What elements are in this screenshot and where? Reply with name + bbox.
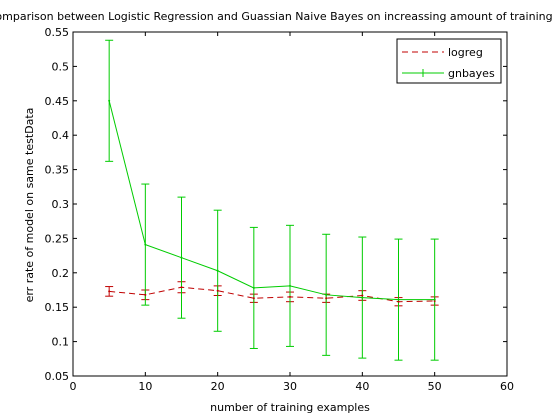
x-tick-label-30: 30 [283, 380, 297, 393]
legend: logreg gnbayes [396, 38, 502, 84]
data-point-logreg-20 [216, 289, 219, 292]
series-line-gnbayes [108, 100, 435, 301]
y-tick-label-0.2: 0.2 [52, 267, 70, 280]
x-axis-label: number of training examples [210, 401, 370, 414]
x-tick-label-40: 40 [355, 380, 369, 393]
data-point-gnbayes-20 [216, 269, 219, 272]
data-point-logreg-25 [252, 297, 255, 300]
data-point-logreg-5 [108, 290, 111, 293]
y-tick-label-0.3: 0.3 [52, 198, 70, 211]
legend-label-logreg: logreg [448, 46, 483, 59]
x-tick-label-20: 20 [211, 380, 225, 393]
y-tick-label-0.5: 0.5 [52, 60, 70, 73]
data-point-logreg-35 [325, 297, 328, 300]
data-point-logreg-10 [144, 293, 147, 296]
data-point-gnbayes-45 [397, 298, 400, 301]
y-tick-label-0.4: 0.4 [52, 129, 70, 142]
data-point-logreg-30 [289, 295, 291, 298]
data-point-logreg-15 [180, 286, 183, 289]
y-tick-label-0.25: 0.25 [45, 232, 70, 245]
y-axis-label: err rate of model on same testData [23, 108, 36, 303]
y-tick-label-0.55: 0.55 [45, 26, 70, 39]
y-tick-label-0.1: 0.1 [52, 336, 70, 349]
data-point-logreg-40 [361, 294, 364, 297]
y-tick-label-0.45: 0.45 [45, 95, 70, 108]
y-tick-label-0.35: 0.35 [45, 164, 70, 177]
axis-ticks: 0 10 20 30 40 50 60 0.05 0.1 0.15 0.2 0.25 0.3 0.35 0.… [45, 26, 515, 393]
data-point-gnbayes-25 [252, 286, 255, 289]
y-tick-label-0.05: 0.05 [45, 370, 70, 383]
series-lines [108, 99, 436, 303]
data-point-logreg-50 [433, 300, 436, 303]
data-point-gnbayes-10 [144, 243, 147, 246]
data-point-gnbayes-30 [289, 284, 291, 287]
data-point-gnbayes-40 [361, 296, 364, 299]
x-tick-label-50: 50 [428, 380, 442, 393]
data-point-gnbayes-35 [325, 293, 328, 296]
legend-label-gnbayes: gnbayes [448, 67, 495, 80]
data-point-gnbayes-15 [180, 256, 183, 259]
x-tick-label-0: 0 [70, 380, 77, 393]
legend-box [396, 38, 502, 84]
data-point-gnbayes-50 [433, 298, 436, 301]
x-tick-label-10: 10 [138, 380, 152, 393]
data-point-gnbayes-5 [108, 99, 111, 102]
data-point-logreg-45 [397, 300, 400, 303]
chart-title: omparison between Logistic Regression an… [0, 10, 553, 23]
y-tick-label-0.15: 0.15 [45, 301, 70, 314]
x-tick-label-60: 60 [500, 380, 514, 393]
